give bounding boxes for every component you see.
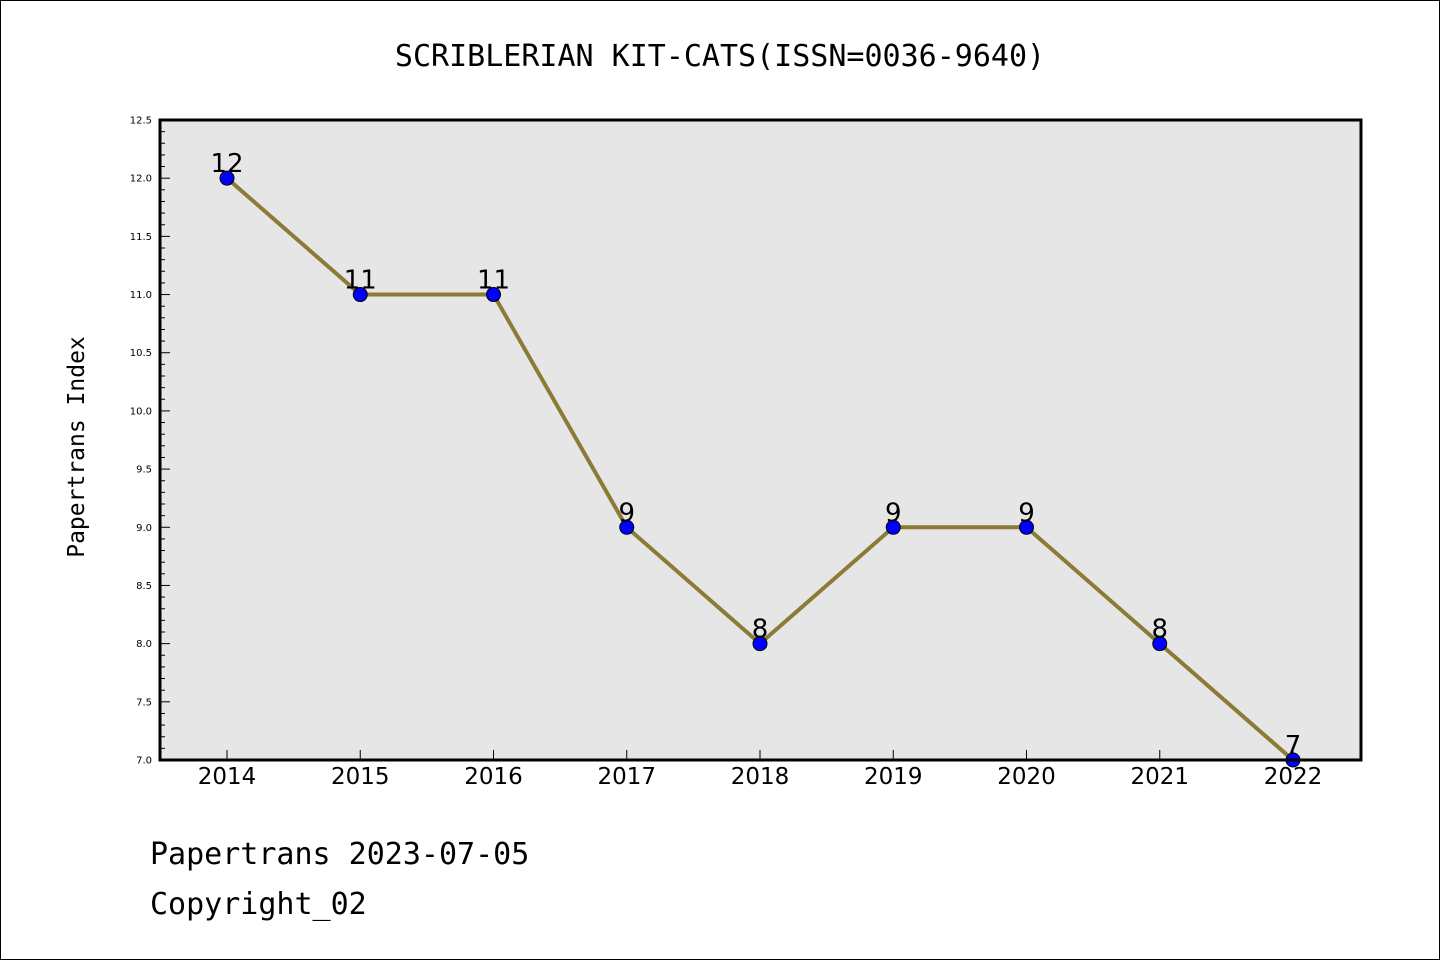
x-tick-label: 2016 [464, 764, 523, 790]
footer-date-text: Papertrans 2023-07-05 [150, 837, 529, 872]
y-tick-label: 10.5 [130, 348, 152, 359]
y-tick-label: 12.0 [130, 174, 152, 185]
data-label: 9 [1018, 498, 1035, 528]
y-axis: 7.0 7.5 8.0 8.5 9.0 9.5 10.0 10.5 11.0 11.5 12.0 12… [130, 116, 170, 767]
data-label: 8 [752, 615, 769, 645]
data-label: 8 [1151, 615, 1168, 645]
data-point [619, 519, 635, 535]
data-label: 9 [885, 498, 902, 528]
y-tick-label: 8.0 [136, 639, 152, 650]
data-point [219, 170, 235, 186]
y-tick-label: 9.5 [136, 465, 152, 476]
x-tick-label: 2018 [731, 764, 790, 790]
x-tick-label: 2017 [597, 764, 656, 790]
x-tick-label: 2021 [1130, 764, 1189, 790]
data-point [1019, 519, 1034, 535]
series-layer: 12 11 11 9 8 9 9 8 7 [210, 149, 1302, 768]
data-label: 12 [210, 149, 243, 179]
y-tick-label: 7.5 [136, 697, 152, 708]
plot-area [160, 120, 1361, 760]
y-tick-label: 8.5 [136, 581, 152, 592]
data-point [352, 287, 368, 303]
data-point [1152, 636, 1168, 652]
data-label: 7 [1285, 731, 1302, 761]
chart-title: SCRIBLERIAN KIT-CATS(ISSN=0036-9640) [395, 39, 1045, 74]
data-label: 9 [618, 498, 635, 528]
x-tick-label: 2019 [864, 764, 923, 790]
y-tick-label: 7.0 [136, 756, 152, 767]
data-point [486, 287, 501, 303]
x-tick-label: 2022 [1264, 764, 1323, 790]
data-point [752, 636, 768, 652]
data-label: 11 [344, 266, 377, 296]
y-axis-label: Papertrans Index [64, 336, 90, 558]
footer-copyright-text: Copyright_02 [150, 887, 367, 922]
x-tick-label: 2020 [997, 764, 1056, 790]
y-tick-label: 12.5 [130, 116, 152, 127]
y-tick-label: 11.0 [130, 290, 152, 301]
y-tick-label: 9.0 [136, 523, 152, 534]
y-tick-label: 10.0 [130, 406, 152, 417]
x-axis: 2014 2015 2016 2017 2018 2019 2020 2021 2022 [198, 750, 1323, 790]
y-tick-label: 11.5 [130, 232, 152, 243]
x-tick-label: 2015 [331, 764, 390, 790]
data-point [885, 519, 901, 535]
data-label: 11 [477, 266, 510, 296]
plot-border [158, 118, 1363, 762]
x-tick-label: 2014 [198, 764, 257, 790]
